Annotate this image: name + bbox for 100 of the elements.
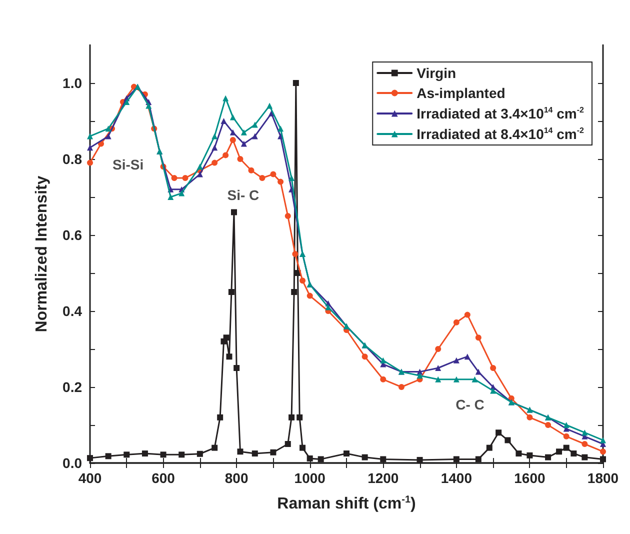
- point: [284, 213, 291, 219]
- point: [231, 209, 238, 216]
- point: [582, 430, 588, 436]
- point: [234, 365, 240, 371]
- legend-label: Virgin: [416, 65, 456, 81]
- point: [196, 450, 203, 457]
- point: [464, 312, 470, 318]
- point: [178, 190, 185, 196]
- point: [212, 144, 218, 151]
- point: [398, 384, 404, 390]
- point: [362, 354, 368, 360]
- annotation: C- C: [456, 396, 484, 412]
- point: [212, 444, 218, 451]
- point: [435, 365, 442, 371]
- point: [278, 126, 284, 132]
- x-tick-label: 1400: [440, 470, 472, 486]
- point: [296, 414, 303, 420]
- point: [344, 450, 350, 456]
- point: [230, 114, 236, 120]
- point: [160, 452, 166, 458]
- point: [318, 456, 324, 462]
- point: [270, 171, 276, 178]
- point: [490, 365, 496, 371]
- point: [292, 80, 299, 86]
- point: [563, 422, 570, 428]
- point: [380, 376, 386, 382]
- point: [496, 430, 502, 436]
- point: [453, 376, 460, 382]
- point: [146, 102, 152, 109]
- point: [230, 129, 236, 136]
- x-tick-label: 1800: [587, 470, 619, 486]
- point: [545, 422, 552, 428]
- point: [212, 160, 218, 166]
- point: [475, 456, 482, 462]
- point: [212, 133, 218, 140]
- point: [435, 346, 442, 352]
- point: [270, 449, 276, 456]
- point: [252, 122, 258, 128]
- x-tick-label: 1000: [294, 470, 326, 486]
- point: [284, 441, 291, 447]
- point: [464, 354, 470, 360]
- x-tick-label: 1600: [514, 470, 546, 486]
- y-tick-label: 1.0: [62, 75, 82, 91]
- point: [240, 129, 247, 136]
- point: [475, 334, 482, 341]
- point: [435, 376, 442, 382]
- point: [248, 167, 254, 174]
- point: [105, 453, 112, 460]
- point: [504, 437, 511, 444]
- point: [582, 441, 588, 447]
- point: [545, 454, 552, 460]
- point: [259, 175, 266, 181]
- point: [288, 175, 295, 181]
- point: [563, 444, 570, 451]
- point: [105, 133, 112, 140]
- point: [380, 357, 386, 364]
- x-tick-label: 800: [224, 470, 248, 486]
- point: [306, 292, 313, 299]
- point: [223, 334, 230, 341]
- point: [222, 95, 229, 102]
- point: [288, 414, 295, 420]
- point: [266, 102, 273, 109]
- point: [237, 448, 244, 455]
- point: [490, 388, 496, 394]
- point: [124, 452, 130, 458]
- y-tick-label: 0.6: [62, 227, 82, 243]
- point: [220, 118, 227, 124]
- point: [570, 450, 577, 456]
- point: [291, 289, 298, 295]
- annotation: Si- C: [227, 187, 260, 204]
- x-tick-label: 600: [152, 470, 176, 486]
- point: [124, 99, 130, 105]
- point: [142, 450, 148, 456]
- point: [600, 437, 606, 444]
- point: [516, 450, 522, 456]
- point: [600, 448, 606, 455]
- point: [453, 319, 460, 326]
- point: [300, 444, 306, 451]
- point: [196, 164, 203, 170]
- point: [472, 376, 478, 382]
- point: [486, 444, 492, 451]
- y-tick-label: 0.8: [62, 151, 82, 167]
- point: [230, 137, 236, 143]
- point: [556, 448, 562, 455]
- annotation: Si-Si: [112, 156, 144, 173]
- point: [300, 278, 306, 284]
- point: [526, 452, 533, 458]
- point: [105, 126, 112, 132]
- point: [563, 433, 570, 440]
- x-tick-label: 400: [78, 470, 102, 486]
- point: [171, 175, 178, 181]
- point: [475, 368, 482, 375]
- point: [168, 194, 174, 200]
- point: [237, 156, 244, 162]
- point: [178, 452, 185, 458]
- y-tick-label: 0.4: [62, 303, 82, 319]
- point: [526, 414, 533, 420]
- point: [240, 140, 247, 147]
- x-tick-label: 1200: [368, 470, 399, 486]
- y-tick-label: 0.2: [62, 379, 82, 395]
